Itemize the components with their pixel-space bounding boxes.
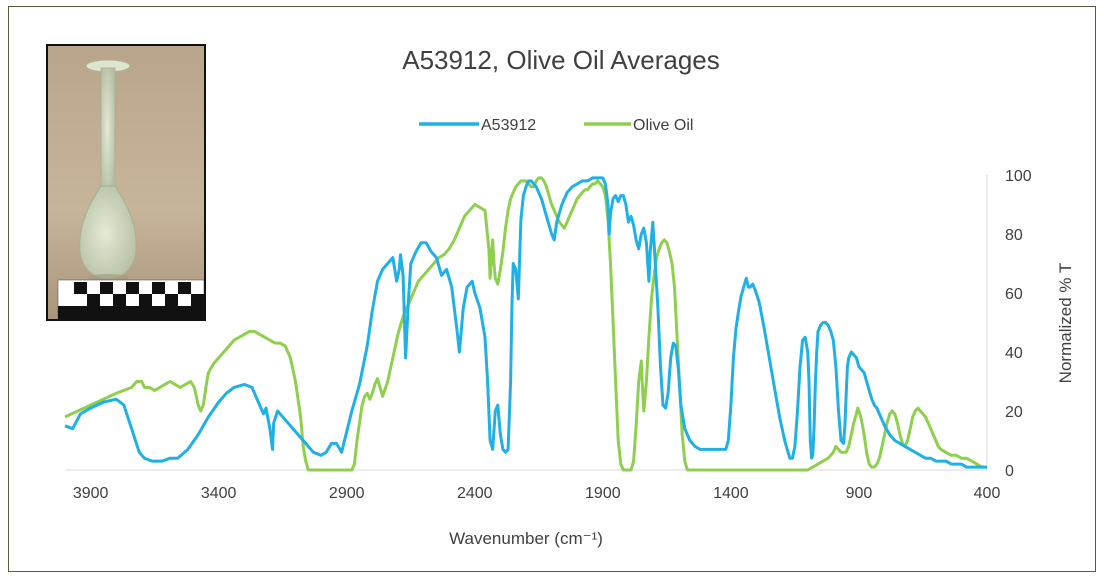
chart-title: A53912, Olive Oil Averages xyxy=(402,45,719,75)
x-tick-labels: 3900 3400 2900 2400 1900 1400 900 400 xyxy=(73,485,1001,502)
x-tick-label: 1400 xyxy=(713,485,749,502)
x-tick-label: 400 xyxy=(974,485,1001,502)
x-axis-label: Wavenumber (cm⁻¹) xyxy=(449,529,603,548)
chart-frame: A53912, Olive Oil Averages A53912 Olive … xyxy=(8,6,1096,572)
legend: A53912 Olive Oil xyxy=(419,117,693,134)
y-tick-labels: 0 20 40 60 80 100 xyxy=(1005,168,1032,480)
x-tick-label: 900 xyxy=(846,485,873,502)
series-line-olive-oil xyxy=(64,176,987,472)
y-tick-label: 60 xyxy=(1005,286,1023,303)
y-tick-label: 80 xyxy=(1005,227,1023,244)
x-tick-label: 3400 xyxy=(201,485,237,502)
legend-label-olive-oil: Olive Oil xyxy=(633,117,693,134)
y-tick-label: 20 xyxy=(1005,404,1023,421)
glass-bottle-photo xyxy=(46,44,206,321)
y-tick-label: 0 xyxy=(1005,463,1014,480)
x-tick-label: 2900 xyxy=(329,485,365,502)
y-tick-label: 40 xyxy=(1005,345,1023,362)
x-tick-label: 2400 xyxy=(457,485,493,502)
x-tick-label: 1900 xyxy=(585,485,621,502)
series-line-a53912 xyxy=(64,176,987,469)
plot-area xyxy=(64,176,987,472)
y-tick-label: 100 xyxy=(1005,168,1032,185)
legend-label-a53912: A53912 xyxy=(481,117,536,134)
x-tick-label: 3900 xyxy=(73,485,109,502)
y-axis-label: Normalized % T xyxy=(1056,263,1075,384)
chart-canvas: A53912, Olive Oil Averages A53912 Olive … xyxy=(64,45,1075,548)
